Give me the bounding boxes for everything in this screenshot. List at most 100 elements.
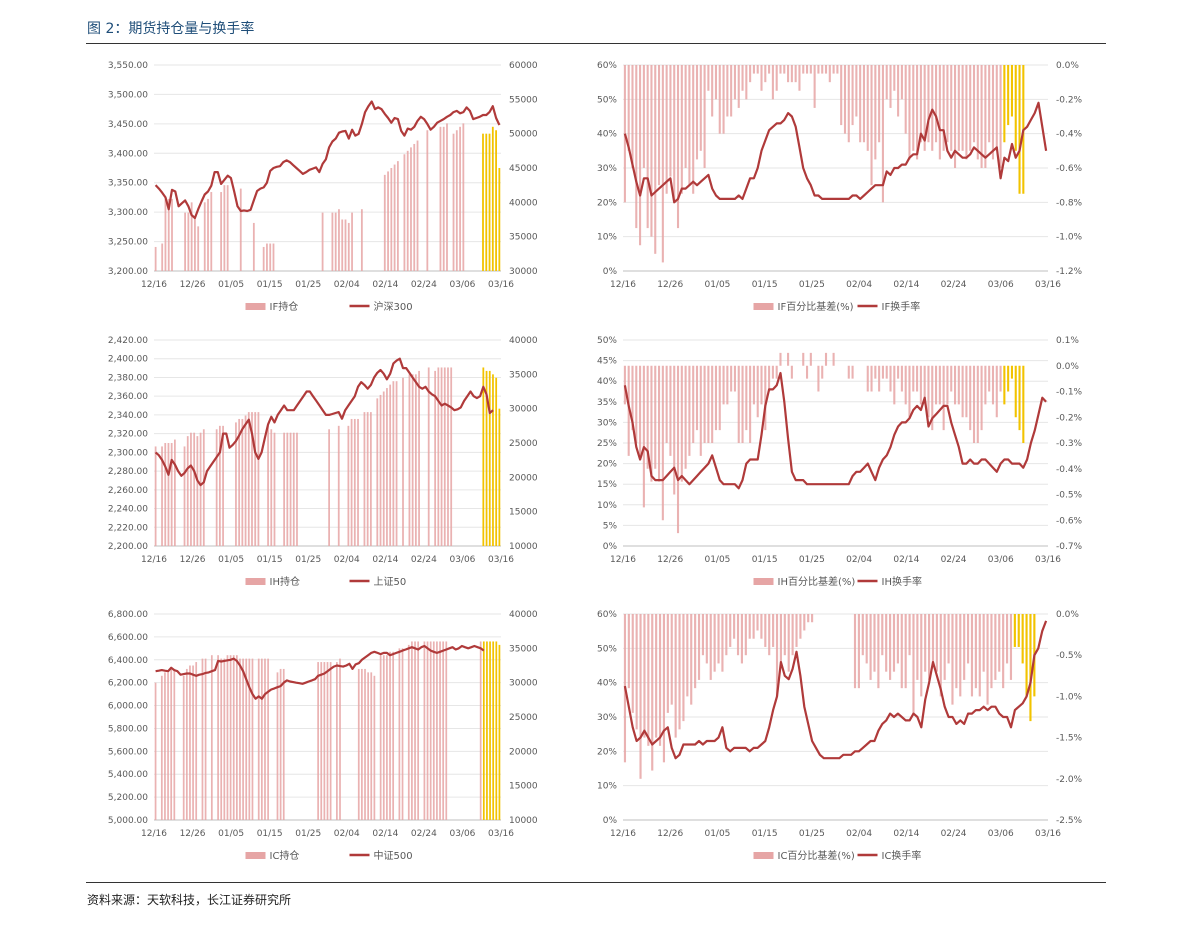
left-tick-label: 2,240.00 <box>108 505 148 515</box>
bar <box>436 641 438 820</box>
bar <box>360 209 363 271</box>
right-tick-label: -0.1% <box>1056 388 1083 398</box>
right-tick-label: -0.5% <box>1056 651 1083 661</box>
bar <box>402 377 404 546</box>
bar <box>697 614 701 680</box>
bar <box>924 614 927 672</box>
x-tick-label: 03/16 <box>488 829 514 839</box>
bar <box>639 614 642 779</box>
right-tick-label: 15000 <box>509 508 538 518</box>
bar <box>714 365 718 431</box>
x-tick-label: 01/15 <box>257 555 283 565</box>
bar <box>847 65 850 143</box>
bar <box>787 614 790 672</box>
bar <box>974 614 977 689</box>
x-tick-label: 01/05 <box>218 829 244 839</box>
bar <box>658 365 661 482</box>
bar <box>650 65 653 237</box>
left-tick-label: 15% <box>597 480 617 490</box>
legend-label-line: 中证500 <box>374 849 413 862</box>
bar <box>485 370 488 546</box>
bar <box>455 130 458 271</box>
bar <box>953 65 957 168</box>
left-tick-label: 0% <box>603 816 618 826</box>
bar <box>811 614 814 623</box>
bar <box>627 65 630 151</box>
bar <box>350 418 353 546</box>
bar <box>329 662 332 820</box>
bar <box>995 65 998 151</box>
bar <box>485 133 488 271</box>
bar <box>771 365 774 379</box>
left-tick-label: 30% <box>597 164 617 174</box>
bar <box>390 168 393 271</box>
bar <box>154 246 157 271</box>
bar <box>824 65 828 74</box>
bar <box>204 658 207 820</box>
bar <box>450 367 453 546</box>
bar <box>442 126 445 271</box>
bar <box>790 65 793 83</box>
bar <box>217 655 219 820</box>
bar <box>195 662 198 820</box>
bar <box>351 212 353 271</box>
bar <box>916 65 919 160</box>
x-tick-label: 01/15 <box>752 555 778 565</box>
bar <box>857 614 860 689</box>
bar <box>376 398 379 546</box>
bar <box>717 614 720 664</box>
left-tick-label: 3,250.00 <box>108 238 148 248</box>
left-tick-label: 0% <box>603 267 618 277</box>
x-tick-label: 12/16 <box>610 555 636 565</box>
x-tick-label: 01/25 <box>799 555 825 565</box>
bar <box>429 641 432 820</box>
bar <box>760 614 763 639</box>
x-tick-label: 02/24 <box>941 280 967 290</box>
right-tick-label: -2.5% <box>1056 816 1083 826</box>
legend-label-line: IH换手率 <box>882 575 922 588</box>
bar <box>969 65 972 151</box>
bar <box>190 202 193 271</box>
bar <box>654 365 657 469</box>
bar <box>440 367 443 546</box>
bar <box>392 381 395 546</box>
bar <box>669 365 672 456</box>
right-tick-label: 30000 <box>509 405 538 415</box>
bar <box>752 365 755 405</box>
bar <box>916 614 919 680</box>
bar <box>410 147 412 271</box>
bar <box>744 614 747 656</box>
bar <box>1018 65 1021 194</box>
bar <box>957 365 960 405</box>
right-tick-label: 10000 <box>509 542 538 552</box>
bar <box>292 432 295 546</box>
bar <box>207 198 209 271</box>
bar <box>699 65 702 151</box>
left-tick-label: 5,800.00 <box>108 724 148 734</box>
x-tick-label: 03/16 <box>1035 829 1061 839</box>
bar <box>647 614 650 746</box>
right-tick-label: 0.0% <box>1056 61 1079 71</box>
bar <box>768 365 771 392</box>
bar <box>694 614 697 689</box>
bar <box>878 365 881 392</box>
left-tick-label: 20% <box>597 198 617 208</box>
legend-label-bars: IF持仓 <box>270 300 299 313</box>
bar <box>161 446 163 546</box>
legend-label-line: IF换手率 <box>882 300 921 313</box>
bar <box>183 446 186 546</box>
bar <box>382 391 385 546</box>
x-tick-label: 01/15 <box>257 829 283 839</box>
bar <box>951 614 954 705</box>
bar <box>239 658 241 820</box>
bar <box>931 65 934 151</box>
bar <box>931 365 934 431</box>
bar <box>787 352 790 366</box>
bar <box>688 65 691 186</box>
bar <box>783 614 786 656</box>
x-tick-label: 01/05 <box>218 280 244 290</box>
x-tick-label: 03/16 <box>488 555 514 565</box>
bar <box>991 365 995 405</box>
bar <box>701 614 705 656</box>
bar <box>840 65 843 126</box>
